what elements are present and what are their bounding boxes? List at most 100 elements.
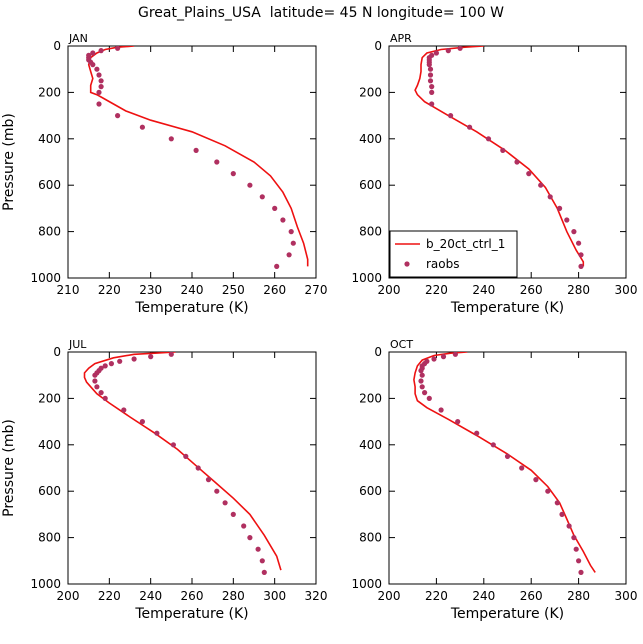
plot-area [413,352,596,576]
x-tick-label: 220 [425,589,448,603]
raobs-point [115,46,121,51]
y-tick-label: 200 [359,391,382,405]
raobs-point [90,62,96,68]
y-tick-label: 1000 [351,577,382,591]
raobs-point [547,194,553,200]
raobs-point [288,229,294,235]
raobs-point [102,363,108,369]
panel-label-jan: JAN [68,32,88,45]
raobs-point [427,72,434,78]
raobs-point [168,352,174,357]
raobs-point [418,378,424,384]
raobs-point [272,205,278,211]
plot-frame [67,351,317,585]
raobs-point [571,229,577,235]
raobs-point [429,84,435,90]
raobs-point [94,66,100,72]
x-axis-label: Temperature (K) [134,300,248,316]
x-tick-label: 320 [305,589,328,603]
raobs-point [241,523,247,529]
x-axis-label: Temperature (K) [134,606,248,622]
panel-label-oct: OCT [390,338,413,351]
raobs-point [261,569,267,576]
raobs-point [474,430,480,436]
series-line-model [87,46,309,267]
raobs-point [578,263,584,269]
raobs-point [131,356,137,362]
raobs-point [274,263,280,269]
raobs-point [545,488,551,494]
raobs-point [139,124,145,130]
raobs-point [426,62,432,68]
raobs-point [514,159,520,165]
raobs-point [214,159,220,165]
raobs-point [533,477,539,483]
y-tick-label: 600 [38,178,61,192]
x-axis-label: Temperature (K) [450,300,564,316]
raobs-point [500,147,506,153]
raobs-point [426,395,432,401]
raobs-point [419,384,425,390]
y-tick-label: 200 [38,85,61,99]
raobs-point [427,78,434,84]
x-tick-label: 200 [378,283,401,297]
raobs-point [578,252,584,258]
raobs-point [205,477,212,483]
raobs-point [90,50,96,56]
plot-frame [67,45,317,279]
x-tick-label: 300 [615,283,638,297]
panel-apr: 200 220 240 260 280 300 0 200 400 600 800 1000 APR Te… [351,32,637,316]
raobs-point [96,101,102,107]
raobs-point [222,500,228,506]
plot-area [86,46,309,269]
raobs-point [98,84,104,90]
y-tick-label: 400 [38,132,61,146]
panel-label-apr: APR [390,32,412,45]
raobs-point [255,546,261,552]
y-tick-label: 1000 [351,271,382,285]
x-tick-label: 220 [98,283,121,297]
raobs-point [117,358,123,364]
x-tick-label: 280 [567,283,590,297]
raobs-point [504,453,511,459]
raobs-point [467,124,473,130]
raobs-point [154,430,160,436]
x-tick-label: 280 [567,589,590,603]
raobs-point [578,569,584,576]
series-line-model [414,46,585,267]
raobs-point [102,395,108,401]
legend-label: raobs [426,257,460,271]
x-tick-label: 200 [57,589,80,603]
raobs-point [230,171,236,177]
raobs-point [429,89,435,95]
x-tick-label: 280 [222,589,245,603]
y-tick-label: 0 [374,345,382,359]
x-tick-label: 260 [520,283,543,297]
x-tick-label: 220 [425,283,448,297]
raobs-point [214,488,220,494]
figure-title: Great_Plains_USA latitude= 45 N longitud… [138,5,504,21]
y-tick-label: 200 [359,85,382,99]
panel-jan: 210 220 230 240 250 260 270 0 200 400 600 800 1000 JA… [1,32,327,316]
raobs-point [455,419,461,425]
raobs-point [98,390,104,396]
raobs-point [183,453,189,459]
raobs-point [286,252,292,258]
y-tick-label: 600 [359,178,382,192]
series-line-model [413,352,596,573]
raobs-point [280,217,286,223]
raobs-point [96,89,102,95]
y-tick-label: 400 [359,132,382,146]
x-tick-label: 300 [263,589,286,603]
raobs-point [98,78,104,84]
x-tick-label: 260 [181,589,204,603]
raobs-point [457,46,463,51]
x-tick-label: 200 [378,589,401,603]
raobs-point [573,546,579,552]
raobs-point [96,72,102,78]
y-tick-label: 400 [38,438,61,452]
raobs-point [576,558,582,564]
raobs-point [419,372,425,378]
raobs-point [247,535,253,541]
